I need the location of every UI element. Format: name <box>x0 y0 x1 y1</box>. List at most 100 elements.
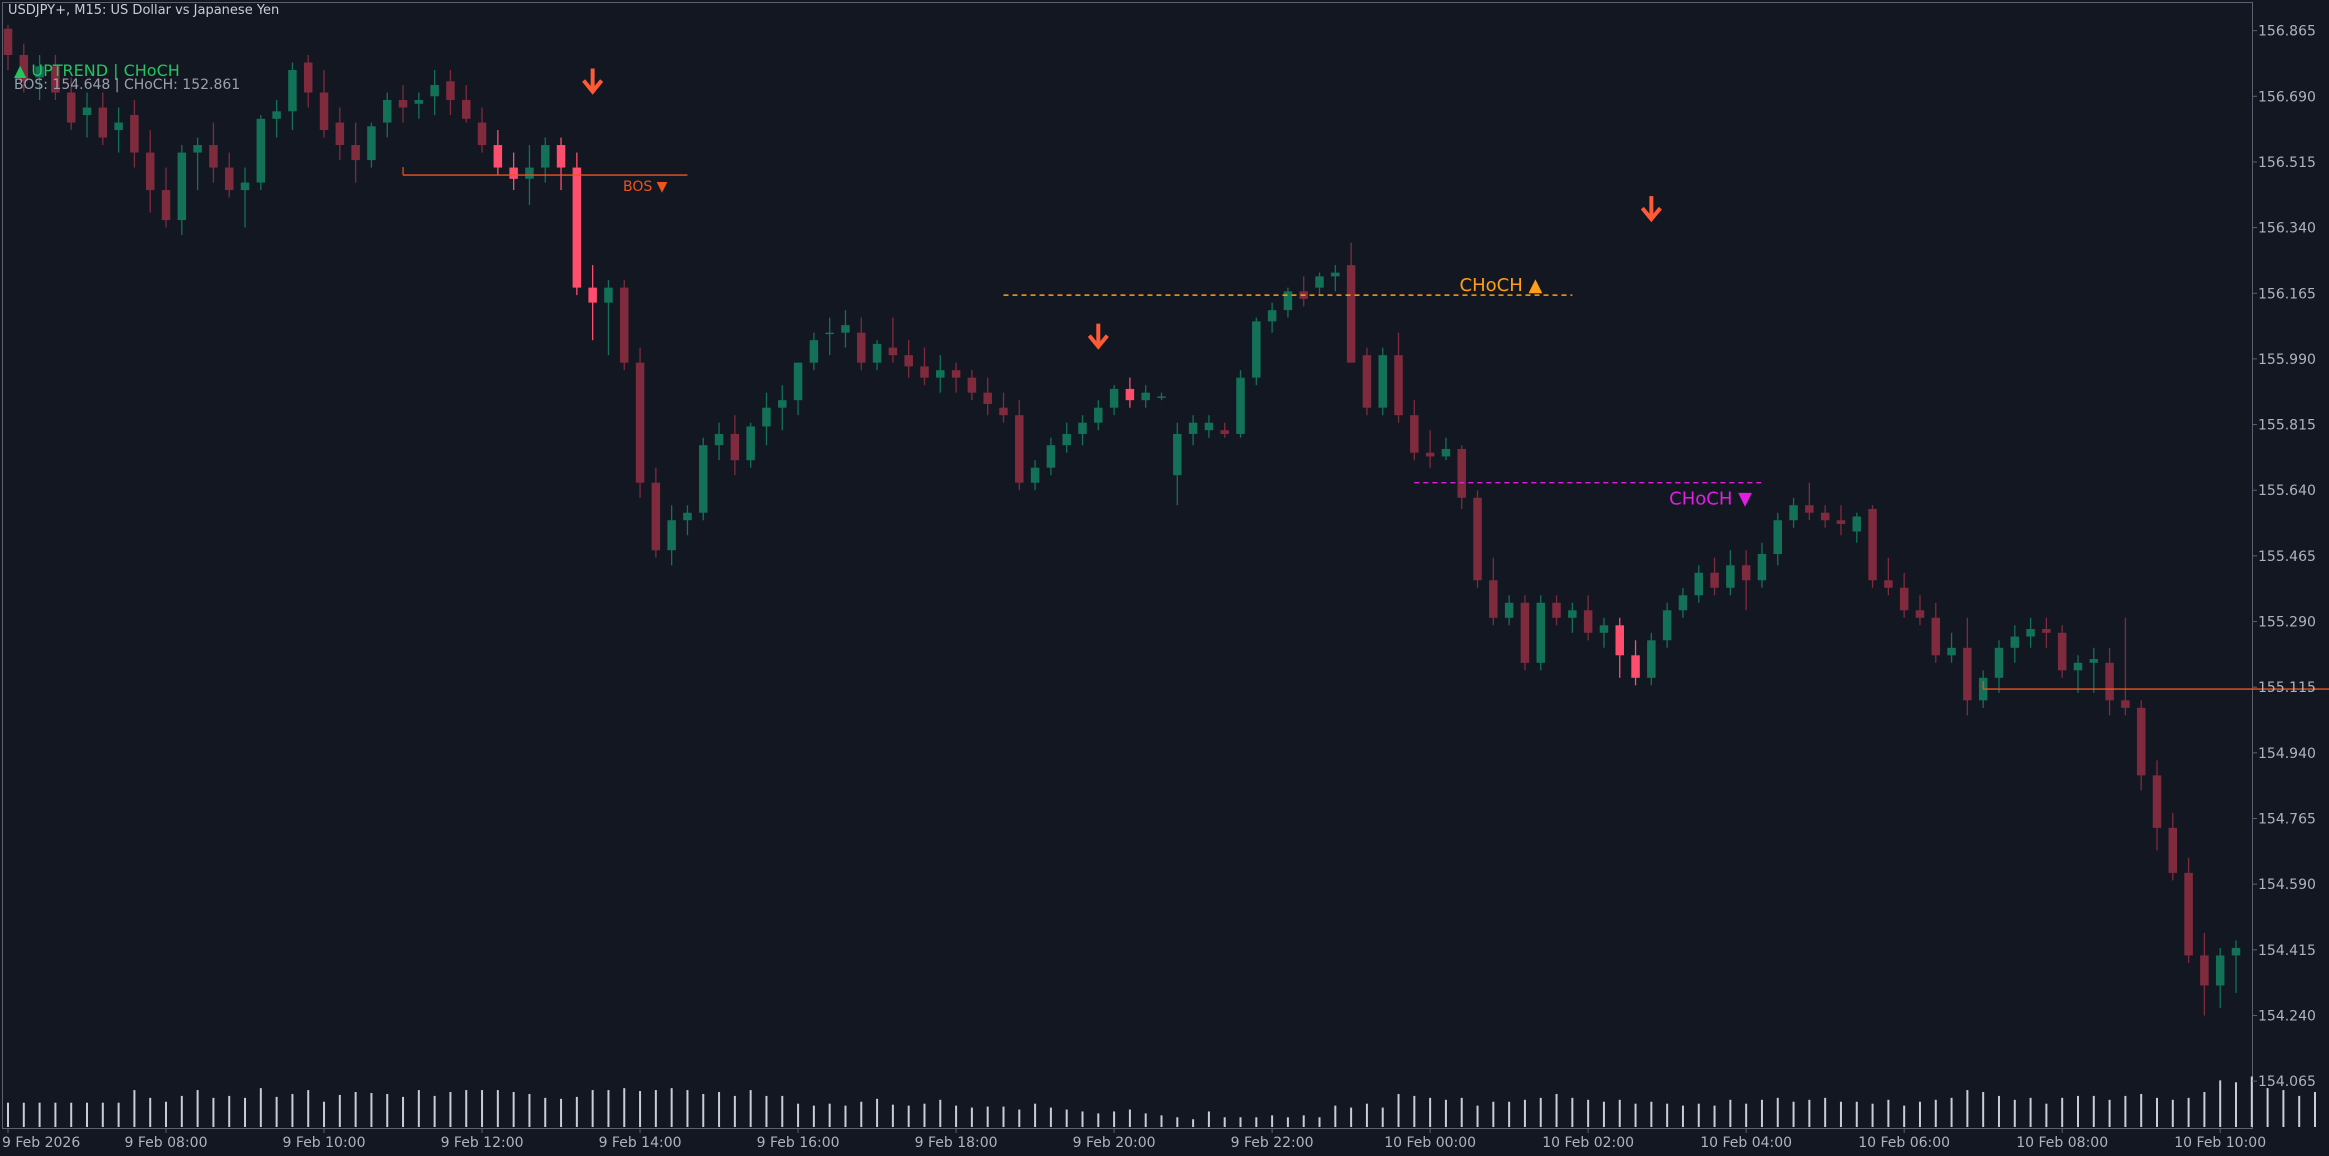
candle <box>2136 700 2146 791</box>
candle <box>825 317 834 356</box>
candle <box>1852 512 1862 543</box>
candle-body <box>177 152 187 221</box>
candle-body <box>351 145 360 161</box>
candle <box>1078 415 1087 446</box>
candle-body <box>2215 955 2225 986</box>
candle <box>2105 647 2114 716</box>
candle-body <box>2184 872 2193 956</box>
candle-body <box>114 122 123 131</box>
candle-body <box>1204 422 1214 431</box>
time-tick-label: 9 Feb 08:00 <box>125 1135 208 1151</box>
candle <box>841 310 850 348</box>
candle-body <box>620 287 629 363</box>
candle-body <box>967 377 977 393</box>
candle-body <box>1963 647 1972 701</box>
candle-body <box>1741 565 1751 581</box>
candle-body <box>493 145 503 168</box>
candle-body <box>1504 602 1514 618</box>
candle <box>1425 430 1435 468</box>
time-tick-label: 10 Feb 04:00 <box>1700 1135 1792 1151</box>
time-tick-label: 10 Feb 10:00 <box>2174 1135 2266 1151</box>
candle-body <box>588 287 597 303</box>
candle <box>1331 265 1340 292</box>
candle-body <box>841 325 850 333</box>
candle-body <box>256 118 266 183</box>
candle-body <box>446 81 455 101</box>
trend-status: ▲ UPTREND | CHoCH <box>14 61 180 80</box>
candle <box>303 55 313 108</box>
candle-body <box>1489 580 1498 618</box>
candle-body <box>525 167 534 179</box>
sell-arrow-icon <box>582 68 604 95</box>
candle-body <box>2042 629 2051 633</box>
candle-body <box>19 55 29 82</box>
candle <box>983 377 992 416</box>
candle-body <box>319 92 329 131</box>
candle-body <box>730 433 740 461</box>
sell-arrow-icon <box>1087 323 1109 350</box>
candle <box>888 317 898 363</box>
candle <box>1615 617 1624 678</box>
candle-body <box>2026 629 2035 637</box>
candle-body <box>1583 610 1593 633</box>
candle <box>3 25 13 71</box>
time-axis: 9 Feb 2026 9 Feb 08:00 9 Feb 10:00 9 Feb 12… <box>2 1128 2266 1151</box>
price-tick-label: 156.165 <box>2258 286 2316 302</box>
candle-body <box>1647 640 1656 678</box>
candle <box>1346 242 1356 363</box>
candle-body <box>272 111 281 119</box>
candle-body <box>2121 700 2130 708</box>
candle <box>1362 347 1372 416</box>
candle <box>66 77 76 131</box>
candle <box>98 92 108 146</box>
candle <box>430 70 439 116</box>
candle-body <box>1868 508 1877 581</box>
candle-body <box>762 407 771 427</box>
price-tick-label: 156.865 <box>2258 24 2316 40</box>
candle-body <box>66 92 76 123</box>
candle <box>730 415 740 476</box>
candle-body <box>1852 516 1862 532</box>
candle <box>193 137 202 191</box>
candle <box>1678 587 1688 618</box>
time-tick-label: 10 Feb 08:00 <box>2016 1135 2108 1151</box>
candle <box>1173 422 1182 506</box>
candle-body <box>145 152 155 191</box>
arrow-head <box>1640 206 1662 223</box>
candle-body <box>699 445 708 513</box>
candle-body <box>1394 355 1403 416</box>
candle <box>1394 332 1403 423</box>
candle <box>762 392 771 446</box>
candle-body <box>3 28 13 56</box>
candle-body <box>920 366 929 378</box>
candle <box>620 280 629 371</box>
candle <box>1504 595 1514 626</box>
candle-body <box>430 85 439 97</box>
candle-body <box>936 370 945 378</box>
candle <box>1125 377 1135 408</box>
candle <box>2215 947 2225 1008</box>
candle <box>967 370 977 401</box>
time-tick-label: 9 Feb 10:00 <box>283 1135 366 1151</box>
candle-body <box>1425 452 1435 457</box>
candle-body <box>209 145 218 168</box>
candle <box>556 137 566 191</box>
candle-body <box>1346 265 1356 363</box>
price-tick-label: 156.515 <box>2258 155 2316 171</box>
time-tick-label: 9 Feb 18:00 <box>915 1135 998 1151</box>
candle <box>1473 490 1482 588</box>
candle-body <box>1015 415 1024 483</box>
candle <box>382 92 392 138</box>
candle <box>857 317 866 371</box>
candle-body <box>793 362 803 401</box>
candle-body <box>398 100 408 108</box>
candle-body <box>1457 448 1466 498</box>
candle-body <box>556 145 566 168</box>
candle-body <box>1662 610 1672 641</box>
candle <box>699 437 708 521</box>
candle-body <box>1631 655 1640 678</box>
candle <box>461 85 471 123</box>
price-tick-label: 155.815 <box>2258 418 2316 434</box>
